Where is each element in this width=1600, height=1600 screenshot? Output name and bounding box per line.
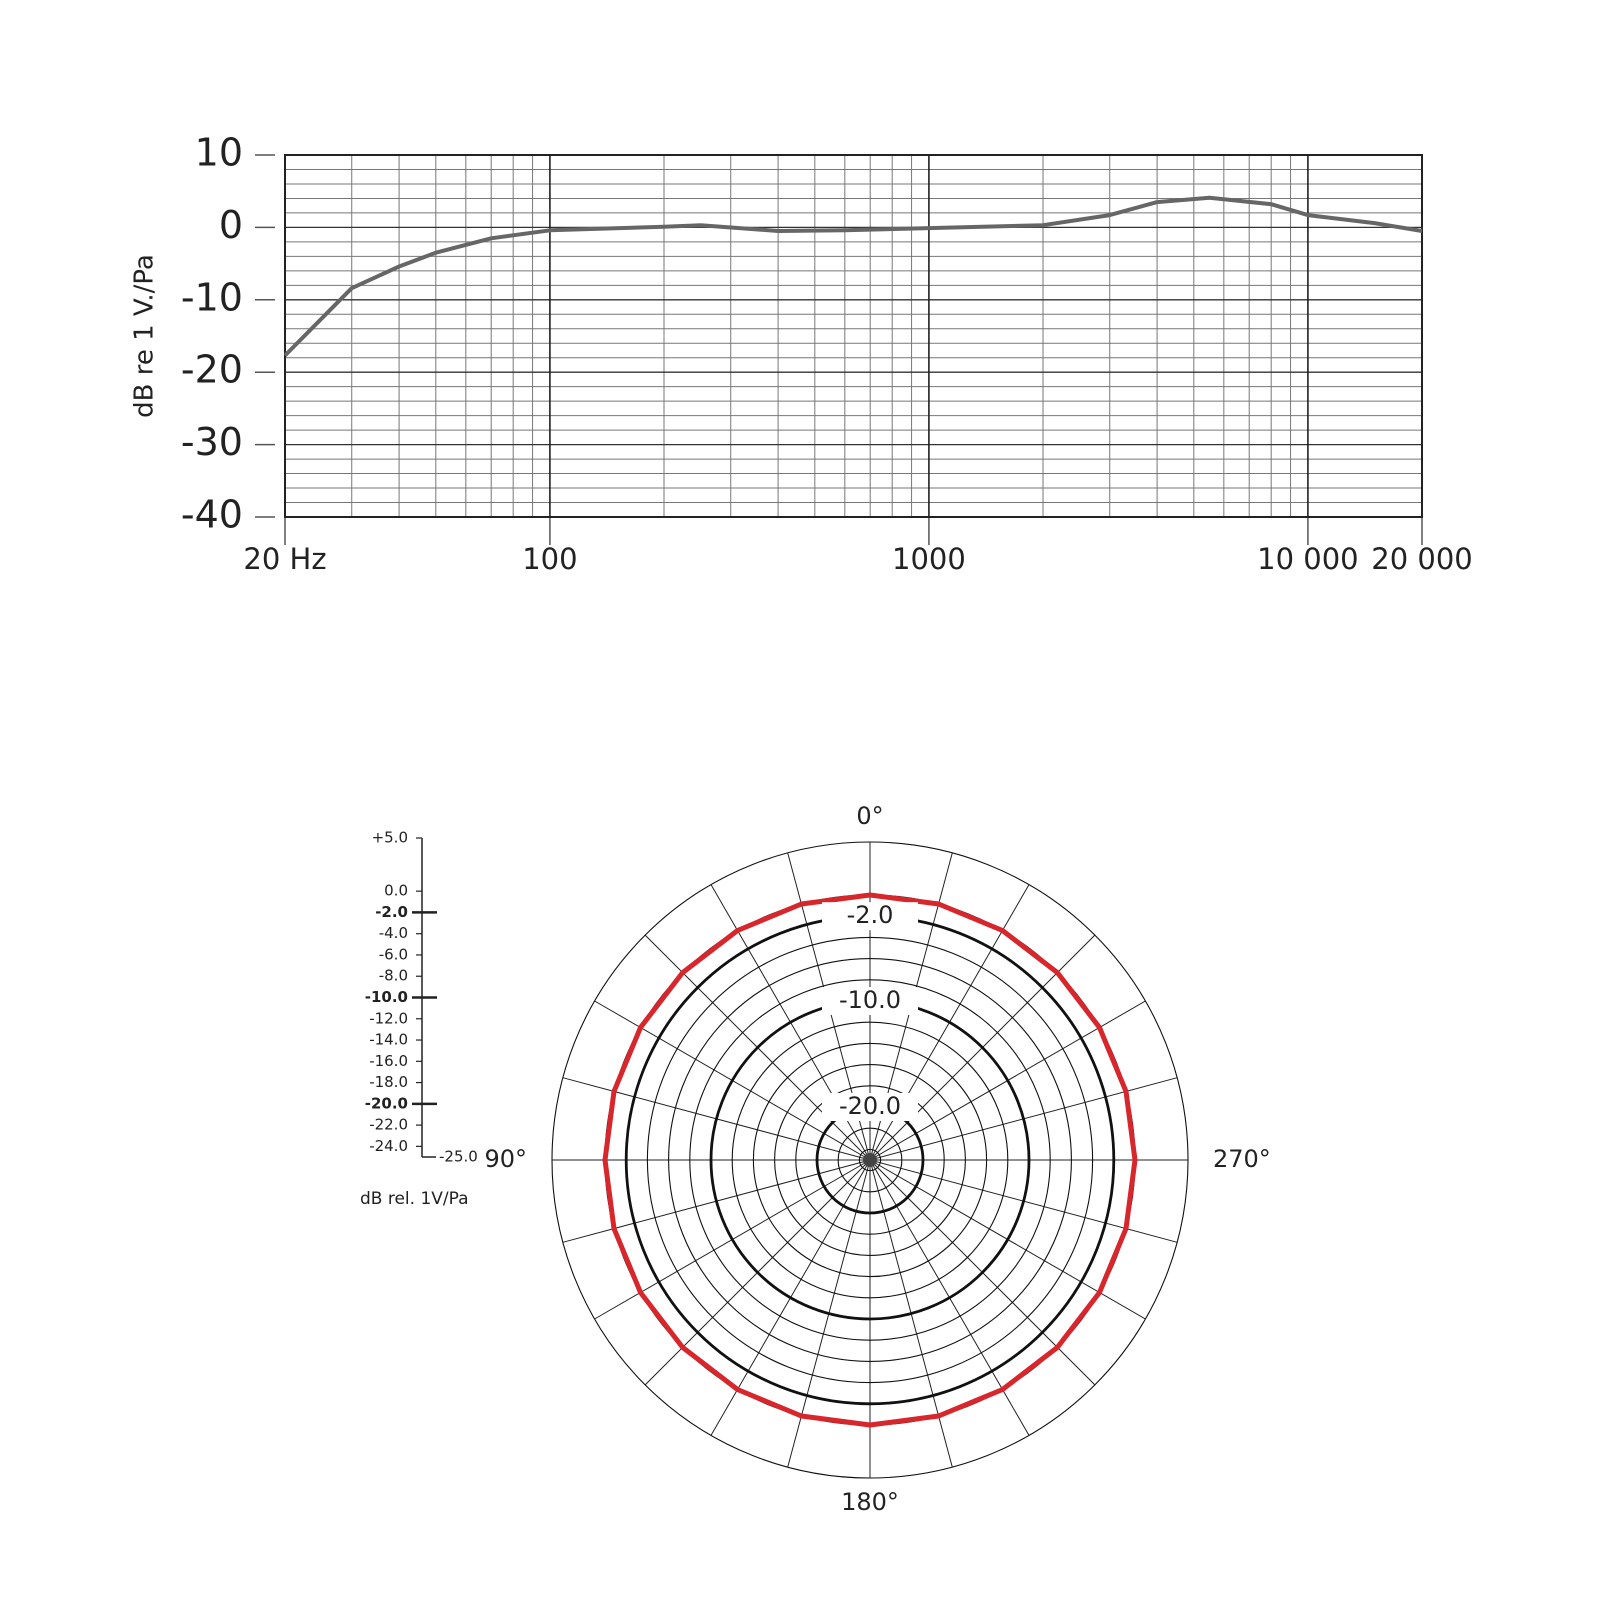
y-axis-label: dB re 1 V./Pa [130,254,160,418]
scale-label: -14.0 [369,1031,408,1049]
angle-label: 270° [1213,1145,1271,1173]
ring [731,1021,1009,1299]
scale-label: -16.0 [369,1052,408,1070]
ring [837,1127,903,1193]
scale-label: -24.0 [369,1137,408,1155]
ring [795,1085,945,1235]
scale-label: +5.0 [372,829,408,847]
polar-curve [602,892,1138,1428]
scale-label: 0.0 [384,882,408,900]
scale-label: -22.0 [369,1116,408,1134]
scale-label: -12.0 [369,1009,408,1027]
scale-label: -8.0 [379,967,408,985]
scale-label: -20.0 [365,1094,408,1112]
y-tick-label: -10 [181,275,243,319]
ring [752,1042,988,1278]
angle-label: 0° [856,802,883,830]
ring-label: -2.0 [847,901,894,929]
y-tick-label: -30 [181,420,243,464]
scale-label: -18.0 [369,1073,408,1091]
scale-label: -2.0 [375,903,408,921]
scale-label: -25.0 [439,1148,478,1166]
x-tick-label: 100 [522,542,577,576]
y-tick-label: 10 [195,131,243,175]
ring [551,841,1189,1479]
y-tick-label: -20 [181,348,243,392]
center-dot [863,1153,877,1167]
x-tick-label: 20 000 [1371,542,1472,576]
ring [774,1064,966,1256]
ring-label-bg [822,902,918,931]
plot-frame [284,154,1423,518]
x-tick-label: 10 000 [1257,542,1358,576]
response-curve [283,195,1423,357]
angle-label: 180° [841,1488,899,1516]
ring [646,936,1094,1384]
angle-label: 90° [484,1145,527,1173]
scale-label: -6.0 [379,945,408,963]
y-tick-label: 0 [219,203,243,247]
ring [689,979,1051,1341]
ring-label-bg [822,987,918,1015]
x-tick-label: 20 Hz [243,542,326,576]
scale-label: -10.0 [365,988,408,1006]
ring-label-bg [822,1093,918,1121]
y-tick-label: -40 [181,493,243,537]
ring [668,958,1072,1362]
ring-label: -10.0 [839,986,901,1014]
x-tick-label: 1000 [892,542,966,576]
scale-label: -4.0 [379,924,408,942]
ring-label: -20.0 [839,1092,901,1120]
ring [858,1148,882,1172]
scale-title: dB rel. 1V/Pa [360,1189,469,1209]
